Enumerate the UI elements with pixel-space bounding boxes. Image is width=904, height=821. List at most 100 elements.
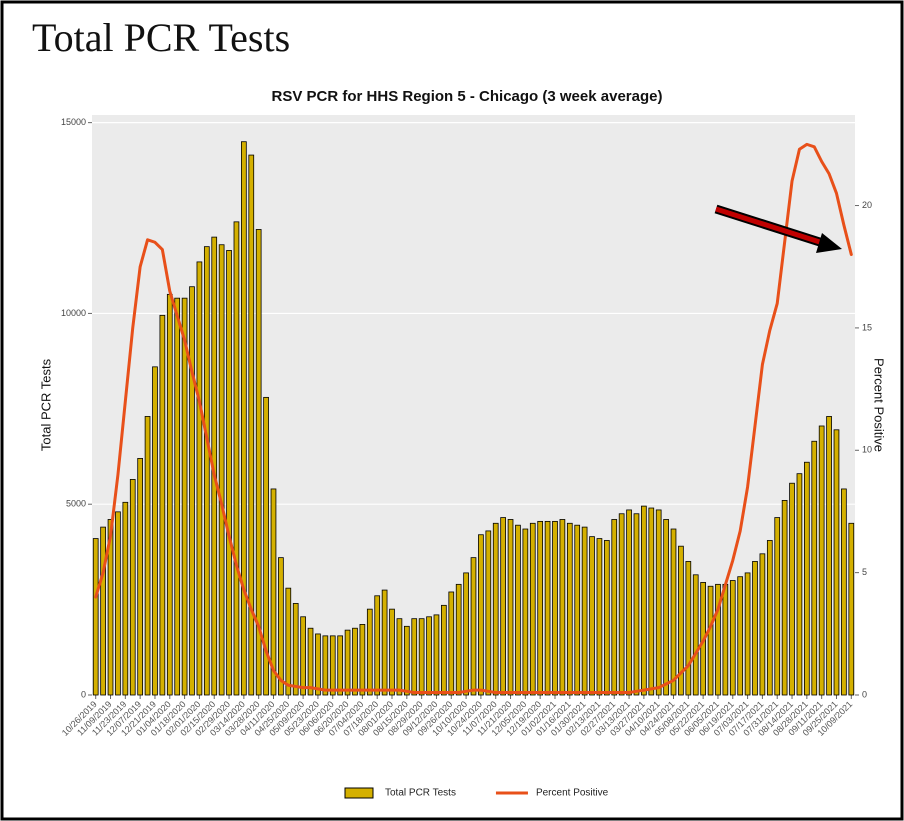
chart-title: RSV PCR for HHS Region 5 - Chicago (3 we… [272,88,663,105]
bar [218,244,225,696]
legend-label: Percent Positive [536,788,609,799]
bar [270,488,277,696]
bar [455,583,462,696]
bar [811,440,818,696]
bar [752,561,758,696]
bar [248,154,255,696]
bar [100,526,106,696]
annotation-arrow [714,204,842,253]
bar [611,519,618,696]
bar [426,616,432,696]
bar [315,633,321,696]
bar [678,545,684,696]
y-axis-title: Total PCR Tests [38,358,53,451]
legend-swatch [344,787,374,799]
bar [559,519,566,696]
bar [515,524,521,696]
bar [307,627,314,696]
bar [359,624,366,696]
bar [626,509,632,696]
bar [129,479,136,696]
y-tick-label: 5000 [66,499,86,509]
bar [633,513,640,696]
bar [581,526,588,696]
bar [759,553,766,696]
y2-tick-label: 0 [862,689,867,699]
bar [403,625,410,696]
bar [804,461,810,696]
y2-tick-label: 10 [862,445,872,455]
bar [603,540,610,696]
bar [181,297,188,696]
bar [744,572,751,696]
bar [707,585,714,696]
bar [344,629,351,696]
bar [655,509,662,696]
y2-axis-title: Percent Positive [872,358,887,452]
bar [337,635,344,696]
bar [826,416,832,696]
bar [537,520,544,696]
bar [366,608,373,696]
bar [174,297,181,696]
bar [507,519,514,696]
legend-label: Total PCR Tests [385,788,456,799]
bar [663,519,669,696]
y-tick-label: 0 [81,689,86,699]
bar [263,396,269,696]
bar [500,517,506,696]
bar [848,522,855,696]
y2-tick-label: 15 [862,322,872,332]
bar [203,246,210,696]
bar [522,528,529,696]
bar [196,261,203,696]
bar [115,511,121,696]
bar [137,458,143,696]
bar [574,524,581,696]
bar [596,538,603,696]
bar [670,528,677,696]
bar [715,583,721,696]
bar [552,520,558,696]
bar [389,608,395,696]
line [94,142,853,695]
bar [722,583,729,696]
bar [166,293,173,696]
bar [159,314,166,696]
y-tick-label: 10000 [61,308,86,318]
bar [241,141,247,696]
bar [685,561,692,696]
bar [278,557,284,696]
bar [152,366,158,696]
bar [122,501,129,696]
bar [433,614,440,696]
bar [648,507,655,696]
bar [774,517,781,696]
y2-tick-label: 5 [862,567,867,577]
bar [463,572,469,696]
bar [107,519,114,696]
bar [352,627,358,696]
bar [374,595,381,696]
bar [818,425,825,696]
bar [322,635,329,696]
bar [418,618,425,696]
bar [226,250,232,696]
bar [411,618,418,696]
bar [589,536,595,696]
bar [470,557,477,696]
bar [329,635,336,696]
bar [396,618,403,696]
bar [144,416,151,696]
bar [448,591,455,696]
y-tick-label: 15000 [61,117,86,127]
bar [789,482,795,696]
bar [300,616,306,696]
bar [566,522,573,696]
bar [729,580,736,696]
bar [833,429,840,696]
bar [381,589,388,696]
bar [618,513,625,696]
bar [485,530,492,696]
bar [441,604,447,696]
